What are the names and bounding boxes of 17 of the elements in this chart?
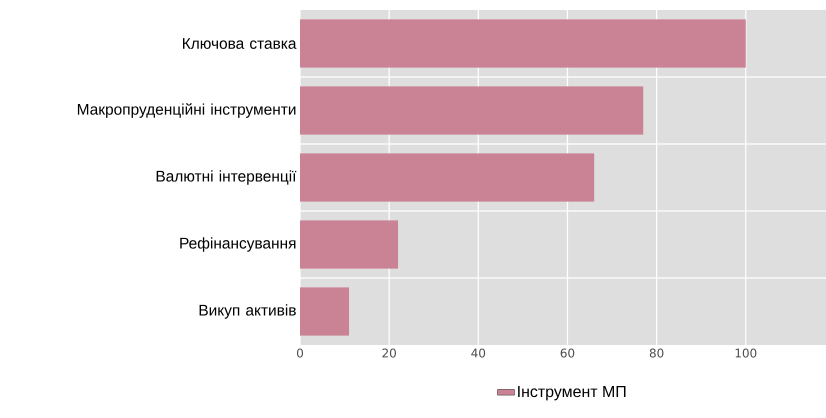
bar [300, 287, 350, 336]
bar [300, 153, 594, 202]
y-tick-label: Валютні інтервенції [156, 170, 296, 185]
y-tick-label: Викуп активів [200, 304, 296, 319]
x-tick-label: 100 [736, 348, 756, 358]
bar [300, 19, 746, 68]
x-tick-label: 80 [650, 348, 664, 358]
bar [300, 86, 644, 135]
y-tick-label: Ключова ставка [183, 38, 296, 49]
x-tick-label: 60 [560, 348, 574, 358]
x-tick-label: 40 [471, 348, 486, 358]
bar [300, 220, 398, 269]
legend-label: Інструмент МП [518, 386, 626, 400]
y-tick-label: Макропруденційні інструменти [78, 103, 296, 118]
x-tick-label: 0 [296, 348, 304, 358]
x-tick-label: 20 [382, 348, 396, 358]
y-tick-label: Рефінансування [180, 237, 296, 252]
